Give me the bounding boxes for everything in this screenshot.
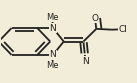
Text: O: O xyxy=(91,14,99,23)
Text: Me: Me xyxy=(46,13,58,22)
Text: N: N xyxy=(50,24,56,33)
Text: N: N xyxy=(82,57,89,66)
Text: Me: Me xyxy=(46,61,58,70)
Text: Cl: Cl xyxy=(119,25,128,34)
Text: N: N xyxy=(50,50,56,59)
